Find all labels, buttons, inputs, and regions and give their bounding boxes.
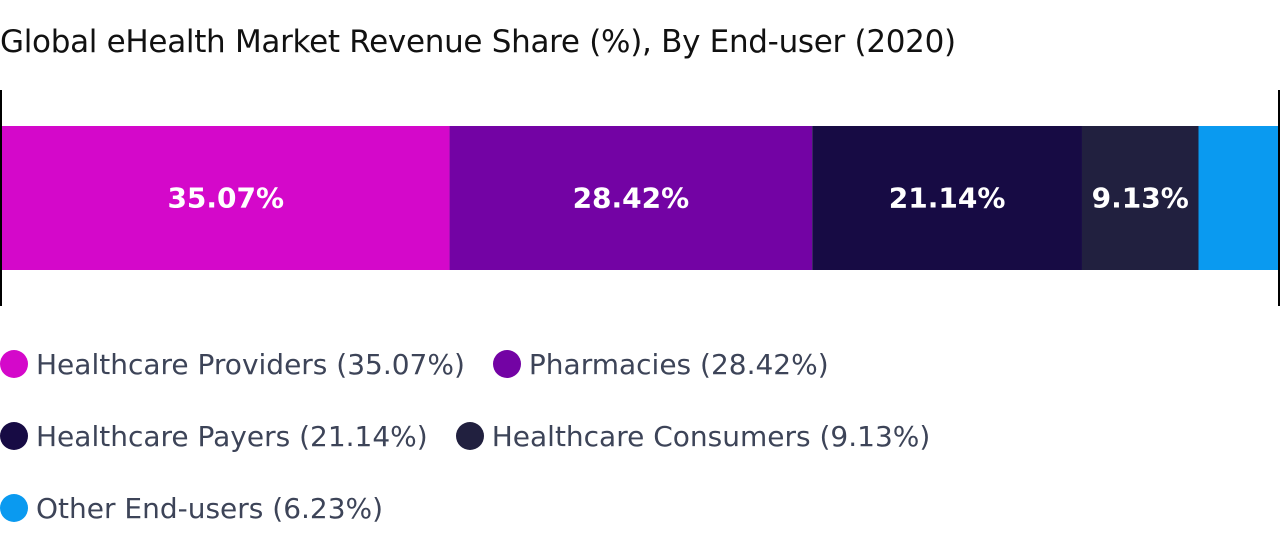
legend-label: Pharmacies (28.42%) bbox=[528, 347, 829, 381]
data-label-pharmacies: 28.42% bbox=[573, 182, 690, 215]
legend-label: Healthcare Payers (21.14%) bbox=[36, 419, 428, 453]
chart-title: Global eHealth Market Revenue Share (%),… bbox=[0, 24, 956, 60]
data-label-healthcare-payers: 21.14% bbox=[889, 182, 1006, 215]
legend-label: Healthcare Providers (35.07%) bbox=[36, 347, 465, 381]
data-label-healthcare-consumers: 9.13% bbox=[1092, 182, 1189, 215]
legend-item-healthcare-providers[interactable]: Healthcare Providers (35.07%) bbox=[0, 340, 465, 388]
legend-label: Healthcare Consumers (9.13%) bbox=[491, 419, 931, 453]
data-label-healthcare-providers: 35.07% bbox=[167, 182, 284, 215]
bar-segment-other-end-users[interactable] bbox=[1198, 126, 1278, 270]
bar-segment-healthcare-consumers[interactable] bbox=[1081, 126, 1199, 270]
legend-swatch bbox=[0, 350, 28, 378]
legend-item-healthcare-consumers[interactable]: Healthcare Consumers (9.13%) bbox=[455, 412, 931, 460]
stacked-bar-chart: 35.07% 28.42% 21.14% 9.13% bbox=[0, 90, 1280, 306]
legend-swatch bbox=[0, 494, 28, 522]
bar-segment-healthcare-payers[interactable] bbox=[812, 126, 1082, 270]
legend-row: Healthcare Providers (35.07%) Pharmacies… bbox=[0, 340, 1280, 412]
bar-segment-healthcare-providers[interactable] bbox=[2, 126, 450, 270]
bar-segment-pharmacies[interactable] bbox=[449, 126, 813, 270]
bar-segments: 35.07% 28.42% 21.14% 9.13% bbox=[2, 126, 1278, 270]
legend: Healthcare Providers (35.07%) Pharmacies… bbox=[0, 340, 1280, 556]
legend-row: Healthcare Payers (21.14%) Healthcare Co… bbox=[0, 412, 1280, 484]
legend-swatch bbox=[455, 422, 484, 450]
legend-item-pharmacies[interactable]: Pharmacies (28.42%) bbox=[492, 340, 829, 388]
legend-label: Other End-users (6.23%) bbox=[36, 491, 384, 525]
legend-item-healthcare-payers[interactable]: Healthcare Payers (21.14%) bbox=[0, 412, 428, 460]
legend-item-other-end-users[interactable]: Other End-users (6.23%) bbox=[0, 484, 383, 532]
legend-row: Other End-users (6.23%) bbox=[0, 484, 1280, 556]
legend-swatch bbox=[492, 350, 521, 378]
legend-swatch bbox=[0, 422, 28, 450]
